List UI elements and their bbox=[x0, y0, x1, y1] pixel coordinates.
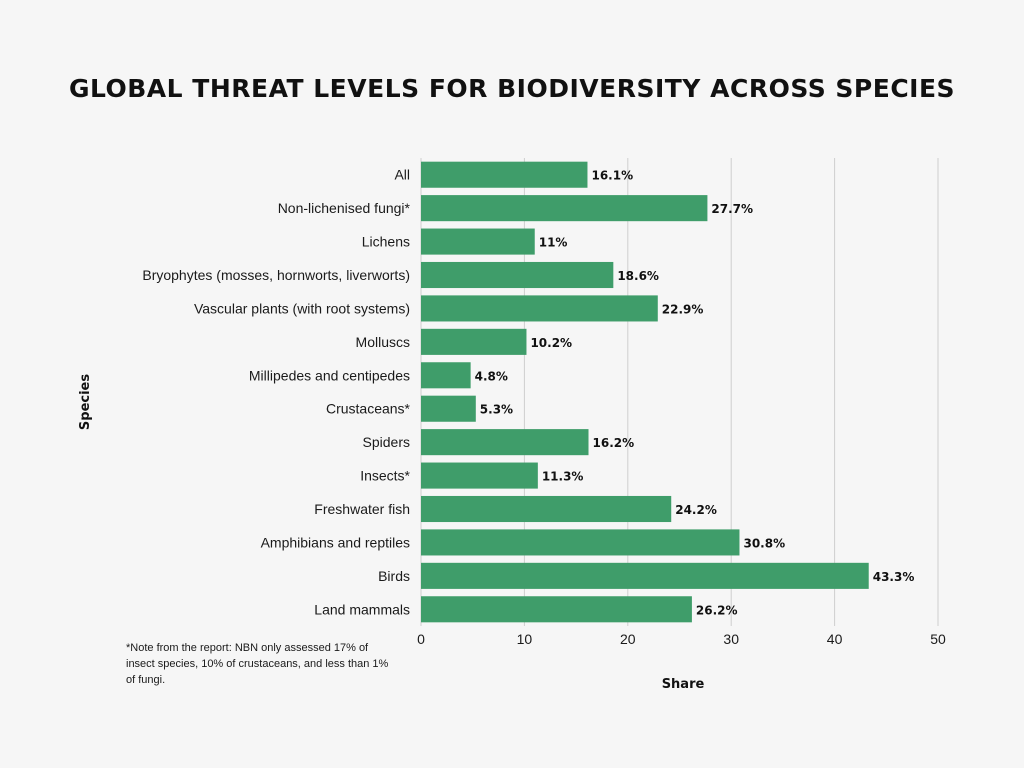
bar bbox=[421, 328, 527, 355]
y-category-label: Non-lichenised fungi* bbox=[278, 200, 411, 216]
y-category-label: All bbox=[394, 167, 410, 183]
bar-value-label: 4.8% bbox=[475, 369, 508, 383]
bar-value-label: 43.3% bbox=[873, 570, 915, 584]
bar bbox=[421, 228, 535, 255]
bars bbox=[421, 161, 869, 623]
bar-value-label: 26.2% bbox=[696, 603, 738, 617]
y-axis-title: Species bbox=[78, 374, 93, 430]
bar bbox=[421, 395, 476, 422]
x-tick-label: 0 bbox=[417, 631, 425, 647]
bar-value-label: 18.6% bbox=[617, 269, 659, 283]
y-category-label: Crustaceans* bbox=[326, 401, 411, 417]
y-category-label: Amphibians and reptiles bbox=[261, 534, 410, 550]
bar-value-label: 24.2% bbox=[675, 503, 717, 517]
x-tick-label: 40 bbox=[827, 631, 843, 647]
footnote: *Note from the report: NBN only assessed… bbox=[126, 640, 426, 688]
bar bbox=[421, 195, 708, 222]
y-category-label: Molluscs bbox=[356, 334, 410, 350]
bar-value-label: 22.9% bbox=[662, 302, 704, 316]
y-category-label: Spiders bbox=[363, 434, 410, 450]
y-category-label: Freshwater fish bbox=[314, 501, 410, 517]
chart-title: GLOBAL THREAT LEVELS FOR BIODIVERSITY AC… bbox=[68, 74, 956, 103]
y-category-label: Insects* bbox=[360, 468, 410, 484]
x-tick-label: 30 bbox=[723, 631, 739, 647]
footnote-line: of fungi. bbox=[126, 674, 166, 686]
bar-value-label: 16.2% bbox=[593, 436, 635, 450]
bar bbox=[421, 529, 740, 556]
bar-value-label: 27.7% bbox=[711, 202, 753, 216]
bar bbox=[421, 295, 658, 322]
bar bbox=[421, 261, 614, 289]
bar-value-label: 16.1% bbox=[591, 169, 633, 183]
x-axis-title: Share bbox=[662, 677, 705, 692]
bar bbox=[421, 495, 672, 523]
y-category-label: Millipedes and centipedes bbox=[249, 367, 410, 383]
bar-value-label: 5.3% bbox=[480, 403, 513, 417]
gridlines bbox=[420, 158, 939, 626]
x-tick-label: 50 bbox=[930, 631, 946, 647]
x-tick-label: 20 bbox=[620, 631, 636, 647]
y-category-label: Vascular plants (with root systems) bbox=[194, 300, 410, 316]
bar bbox=[421, 462, 538, 489]
footnote-line: insect species, 10% of crustaceans, and … bbox=[126, 658, 389, 670]
y-category-label: Land mammals bbox=[314, 601, 410, 617]
bar bbox=[421, 362, 471, 389]
y-category-label: Birds bbox=[378, 568, 410, 584]
bar-value-label: 10.2% bbox=[530, 336, 572, 350]
labels: 0 10 20 30 40 50 All 16.1% Non-lichenised fungi*… bbox=[142, 167, 946, 647]
bar-value-label: 11% bbox=[539, 236, 568, 250]
y-category-label: Bryophytes (mosses, hornworts, liverwort… bbox=[142, 267, 410, 283]
bar bbox=[421, 429, 589, 456]
bar bbox=[421, 562, 869, 589]
bar bbox=[421, 596, 692, 623]
bar-value-label: 30.8% bbox=[743, 536, 785, 550]
footnote-line: *Note from the report: NBN only assessed… bbox=[126, 642, 369, 654]
x-tick-label: 10 bbox=[517, 631, 533, 647]
bar-value-label: 11.3% bbox=[542, 470, 584, 484]
bar bbox=[421, 161, 588, 188]
y-category-label: Lichens bbox=[362, 234, 410, 250]
